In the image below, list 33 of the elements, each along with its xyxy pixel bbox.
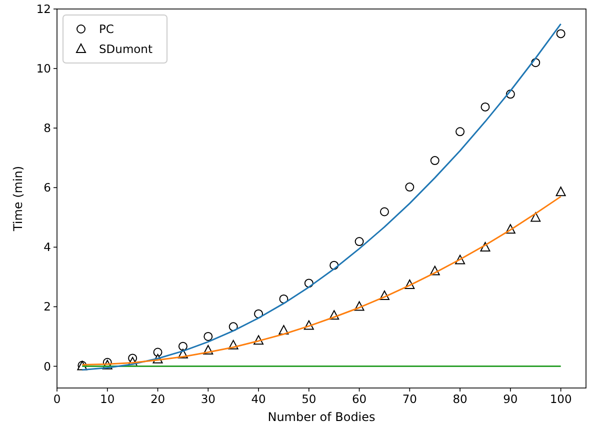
x-tick-label: 10 <box>100 392 115 406</box>
x-tick-label: 30 <box>200 392 216 406</box>
point <box>354 237 364 246</box>
y-tick-label: 6 <box>44 180 51 195</box>
point <box>430 156 440 166</box>
x-tick-label: 0 <box>53 392 61 406</box>
x-tick-label: 60 <box>352 392 367 406</box>
x-tick-label: 70 <box>402 392 417 406</box>
x-tick-label: 100 <box>550 392 572 406</box>
y-axis-title: Time (min) <box>11 166 25 232</box>
y-tick-label: 4 <box>44 240 51 254</box>
point <box>556 29 566 38</box>
x-axis-title: Number of Bodies <box>268 410 376 424</box>
point <box>456 127 465 136</box>
y-tick-label: 10 <box>36 62 51 76</box>
y-tick-label: 12 <box>36 2 51 16</box>
x-tick-label: 40 <box>251 392 266 406</box>
x-tick-label: 90 <box>503 392 518 406</box>
point <box>380 207 389 216</box>
y-tick-label: 0 <box>44 359 51 374</box>
y-tick-label: 8 <box>44 121 51 136</box>
x-tick-label: 80 <box>452 392 468 406</box>
legend-label: SDumont <box>99 42 153 56</box>
point <box>178 342 188 351</box>
point <box>556 186 566 196</box>
point <box>480 102 490 112</box>
x-tick-label: 20 <box>150 392 166 406</box>
point <box>530 212 541 222</box>
x-tick-label: 50 <box>302 392 316 406</box>
point <box>405 182 414 192</box>
legend-label: PC <box>99 22 114 36</box>
y-tick-label: 2 <box>44 300 51 314</box>
point <box>204 332 213 341</box>
